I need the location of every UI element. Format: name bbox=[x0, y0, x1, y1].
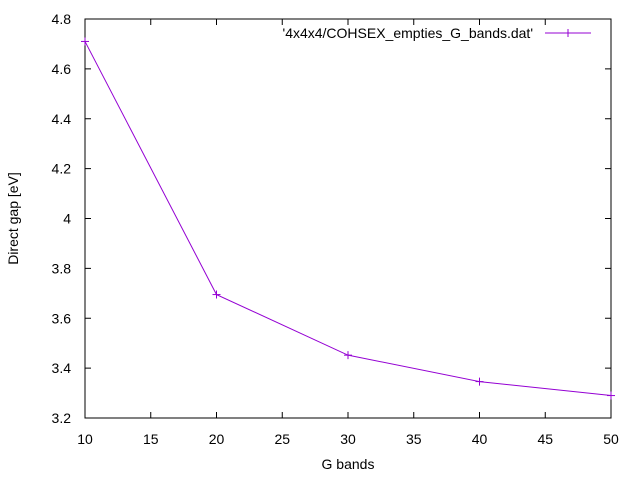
x-tick-label: 45 bbox=[537, 431, 553, 447]
y-tick-label: 4.8 bbox=[52, 11, 72, 27]
y-tick-label: 4 bbox=[63, 211, 71, 227]
y-axis: 3.2 3.4 3.6 3.8 4 4.2 4.4 4.6 4.8 bbox=[52, 11, 611, 426]
legend-plus-marker bbox=[564, 29, 572, 37]
x-tick-label: 35 bbox=[406, 431, 422, 447]
x-tick-label: 40 bbox=[472, 431, 488, 447]
x-tick-label: 50 bbox=[603, 431, 619, 447]
legend-label: '4x4x4/COHSEX_empties_G_bands.dat' bbox=[283, 25, 533, 41]
x-tick-label: 10 bbox=[77, 431, 93, 447]
y-tick-label: 3.6 bbox=[52, 310, 72, 326]
y-tick-label: 3.8 bbox=[52, 260, 72, 276]
y-tick-label: 3.4 bbox=[52, 360, 72, 376]
data-point bbox=[607, 391, 615, 400]
data-point bbox=[212, 290, 221, 299]
x-tick-label: 20 bbox=[209, 431, 225, 447]
x-axis: 10 15 20 25 30 35 40 45 50 bbox=[77, 19, 619, 447]
data-point bbox=[475, 377, 484, 386]
legend: '4x4x4/COHSEX_empties_G_bands.dat' bbox=[283, 25, 591, 41]
y-tick-label: 4.6 bbox=[52, 61, 72, 77]
y-axis-title: Direct gap [eV] bbox=[5, 172, 21, 265]
series-layer bbox=[81, 37, 615, 400]
x-tick-label: 15 bbox=[143, 431, 159, 447]
x-axis-title: G bands bbox=[322, 456, 375, 472]
data-point bbox=[81, 37, 89, 46]
data-point bbox=[344, 351, 352, 360]
legend-marker bbox=[564, 29, 572, 37]
y-tick-label: 4.4 bbox=[52, 111, 72, 127]
y-tick-label: 4.2 bbox=[52, 161, 72, 177]
y-tick-label: 3.2 bbox=[52, 410, 72, 426]
x-tick-label: 30 bbox=[340, 431, 356, 447]
x-tick-label: 25 bbox=[274, 431, 290, 447]
